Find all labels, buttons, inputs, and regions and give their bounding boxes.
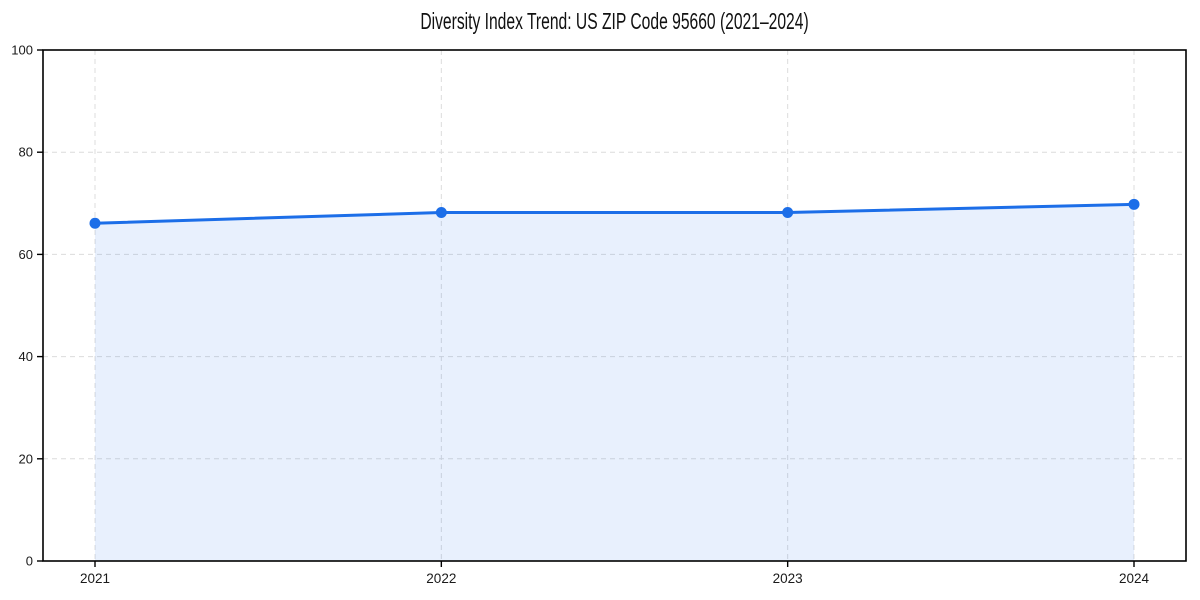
data-point xyxy=(782,206,794,218)
y-tick-label: 60 xyxy=(19,247,33,262)
y-tick-label: 20 xyxy=(19,451,33,466)
data-point xyxy=(435,206,447,218)
plot-border xyxy=(42,49,1187,562)
x-tick-label: 2021 xyxy=(80,571,110,586)
y-tick-label: 0 xyxy=(26,554,33,569)
x-tick-label: 2022 xyxy=(426,571,456,586)
chart-title: Diversity Index Trend: US ZIP Code 95660… xyxy=(420,8,809,34)
area-fill xyxy=(95,204,1134,561)
y-tick-label: 80 xyxy=(19,145,33,160)
y-tick-label: 40 xyxy=(19,349,33,364)
x-tick-label: 2023 xyxy=(773,571,803,586)
y-tick-label: 100 xyxy=(11,43,33,58)
data-point xyxy=(1128,198,1140,210)
data-point xyxy=(89,217,101,229)
trend-line xyxy=(93,202,1136,225)
x-tick-label: 2024 xyxy=(1119,571,1150,586)
